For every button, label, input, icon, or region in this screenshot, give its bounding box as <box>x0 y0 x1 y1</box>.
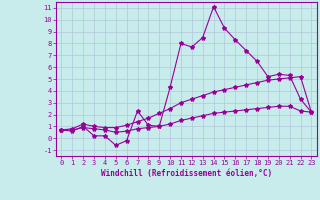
X-axis label: Windchill (Refroidissement éolien,°C): Windchill (Refroidissement éolien,°C) <box>101 169 272 178</box>
